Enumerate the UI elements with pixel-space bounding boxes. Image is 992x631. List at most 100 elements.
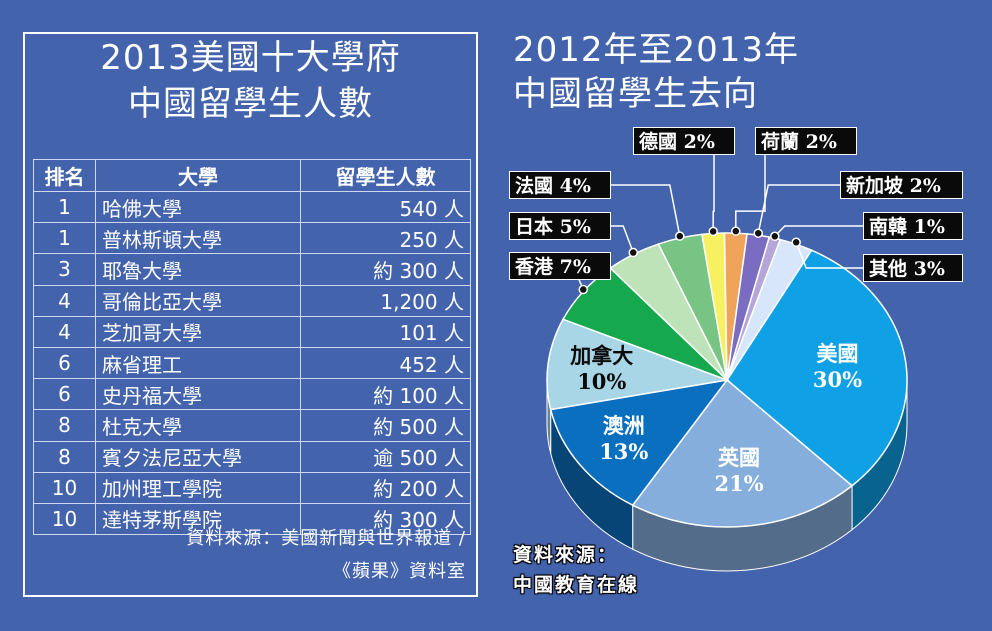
pie-slice bbox=[549, 378, 729, 507]
table-row: 1 哈佛大學 540 人 bbox=[33, 190, 471, 224]
leader-line bbox=[757, 184, 840, 234]
count-cell: 1,200 人 bbox=[300, 284, 471, 317]
table-title-line1: 2013美國十大學府 bbox=[100, 38, 401, 78]
table-row: 3 耶魯大學約 300 人 bbox=[33, 253, 471, 286]
table-row: 6 麻省理工 452 人 bbox=[33, 346, 471, 380]
callout-label: 德國 2% bbox=[633, 127, 735, 155]
uni-cell: 杜克大學 bbox=[95, 409, 301, 442]
table-panel: 2013美國十大學府 中國留學生人數 排名 大學 留學生人數 1 哈佛大學 540 … bbox=[23, 32, 478, 597]
leader-dot bbox=[770, 231, 780, 242]
leader-line bbox=[735, 155, 766, 232]
table-row: 4 哥倫比亞大學 1,200 人 bbox=[33, 284, 471, 317]
leader-dot bbox=[708, 226, 718, 237]
slice-percent: 13% bbox=[599, 439, 649, 465]
rank-cell: 6 bbox=[33, 378, 96, 411]
callout-label: 新加坡 2% bbox=[840, 171, 963, 199]
rank-cell: 10 bbox=[33, 471, 96, 504]
table-source-line2: 《蘋果》資料室 bbox=[333, 561, 466, 582]
callout-percent: 2% bbox=[683, 131, 715, 153]
slice-name: 加拿大 bbox=[570, 342, 634, 368]
pie-slice bbox=[726, 249, 908, 487]
table-row: 4 芝加哥大學 101 人 bbox=[33, 315, 471, 348]
count-cell: 約 300 人 bbox=[300, 253, 471, 286]
pie-source-line2: 中國教育在線 bbox=[513, 574, 640, 596]
pie-title-line1: 2012年至2013年 bbox=[513, 30, 800, 70]
callout-label: 日本 5% bbox=[509, 212, 611, 240]
callout-label: 香港 7% bbox=[509, 252, 611, 280]
leader-dot bbox=[578, 284, 588, 295]
pie-title-line2: 中國留學生去向 bbox=[513, 74, 758, 114]
callout-percent: 1% bbox=[913, 216, 945, 238]
table-row: 10 達特茅斯學院約 300 人 bbox=[33, 502, 471, 536]
pie-source-line1: 資料來源： bbox=[513, 544, 619, 566]
callout-percent: 2% bbox=[805, 131, 837, 153]
callout-name: 日本 bbox=[515, 216, 554, 238]
leader-line bbox=[795, 242, 863, 269]
uni-cell: 芝加哥大學 bbox=[95, 315, 301, 348]
leader-dot bbox=[791, 237, 801, 248]
table-source-line1: 資料來源：美國新聞與世界報道 / bbox=[186, 528, 466, 549]
slice-label: 澳洲 13% bbox=[579, 413, 669, 465]
callout-name: 其他 bbox=[869, 258, 908, 280]
count-cell: 約 300 人 bbox=[300, 502, 471, 536]
callout-label: 南韓 1% bbox=[863, 212, 963, 240]
header-university: 大學 bbox=[95, 159, 301, 192]
count-cell: 逾 500 人 bbox=[300, 440, 471, 473]
callout-label: 其他 3% bbox=[863, 254, 963, 282]
callout-name: 香港 bbox=[515, 256, 554, 278]
count-cell: 約 100 人 bbox=[300, 378, 471, 411]
uni-cell: 普林斯頓大學 bbox=[95, 222, 301, 255]
callout-name: 荷蘭 bbox=[761, 131, 800, 153]
leader-line bbox=[611, 225, 634, 253]
slice-percent: 30% bbox=[812, 367, 863, 393]
pie-slice bbox=[631, 378, 854, 528]
callout-percent: 7% bbox=[559, 256, 591, 278]
uni-cell: 賓夕法尼亞大學 bbox=[95, 440, 301, 473]
callout-name: 德國 bbox=[639, 131, 678, 153]
callout-name: 法國 bbox=[515, 175, 554, 197]
slice-percent: 21% bbox=[714, 470, 764, 496]
leader-dot bbox=[628, 247, 638, 258]
rank-cell: 8 bbox=[33, 440, 96, 473]
count-cell: 540 人 bbox=[300, 190, 471, 224]
slice-name: 美國 bbox=[816, 341, 859, 367]
uni-cell: 達特茅斯學院 bbox=[95, 502, 301, 536]
slice-name: 澳洲 bbox=[602, 413, 645, 439]
slice-label: 加拿大 10% bbox=[557, 343, 647, 395]
university-table: 排名 大學 留學生人數 1 哈佛大學 540 人 1 普林斯頓大學 250 人 3 耶魯大學約… bbox=[33, 159, 471, 536]
table-row: 10 加州理工學院約 200 人 bbox=[33, 471, 471, 504]
callout-name: 南韓 bbox=[869, 216, 908, 238]
table-title-line2: 中國留學生人數 bbox=[128, 84, 373, 124]
header-rank: 排名 bbox=[33, 159, 96, 192]
rank-cell: 6 bbox=[33, 346, 96, 380]
count-cell: 452 人 bbox=[300, 346, 471, 380]
rank-cell: 4 bbox=[33, 315, 96, 348]
table-row: 6 史丹福大學約 100 人 bbox=[33, 378, 471, 411]
callout-label: 荷蘭 2% bbox=[755, 127, 857, 155]
slice-label: 美國 30% bbox=[793, 341, 883, 393]
callout-percent: 3% bbox=[913, 258, 945, 280]
pie-slice bbox=[546, 318, 730, 411]
callout-percent: 2% bbox=[909, 175, 941, 197]
uni-cell: 哈佛大學 bbox=[95, 190, 301, 224]
slice-label: 英國 21% bbox=[694, 445, 784, 497]
rank-cell: 8 bbox=[33, 409, 96, 442]
callout-percent: 5% bbox=[559, 216, 591, 238]
leader-line bbox=[774, 225, 863, 237]
leader-line bbox=[611, 184, 681, 237]
uni-cell: 耶魯大學 bbox=[95, 253, 301, 286]
callout-name: 新加坡 bbox=[846, 175, 904, 197]
table-row: 8 賓夕法尼亞大學逾 500 人 bbox=[33, 440, 471, 473]
table-row: 1 普林斯頓大學 250 人 bbox=[33, 222, 471, 255]
count-cell: 101 人 bbox=[300, 315, 471, 348]
leader-dot bbox=[731, 226, 741, 236]
uni-cell: 麻省理工 bbox=[95, 346, 301, 380]
callout-percent: 4% bbox=[559, 175, 591, 197]
leader-dot bbox=[753, 228, 764, 238]
table-row: 8 杜克大學約 500 人 bbox=[33, 409, 471, 442]
leader-line bbox=[712, 155, 715, 232]
slice-percent: 10% bbox=[577, 368, 627, 394]
count-cell: 約 500 人 bbox=[300, 409, 471, 442]
uni-cell: 史丹福大學 bbox=[95, 378, 301, 411]
